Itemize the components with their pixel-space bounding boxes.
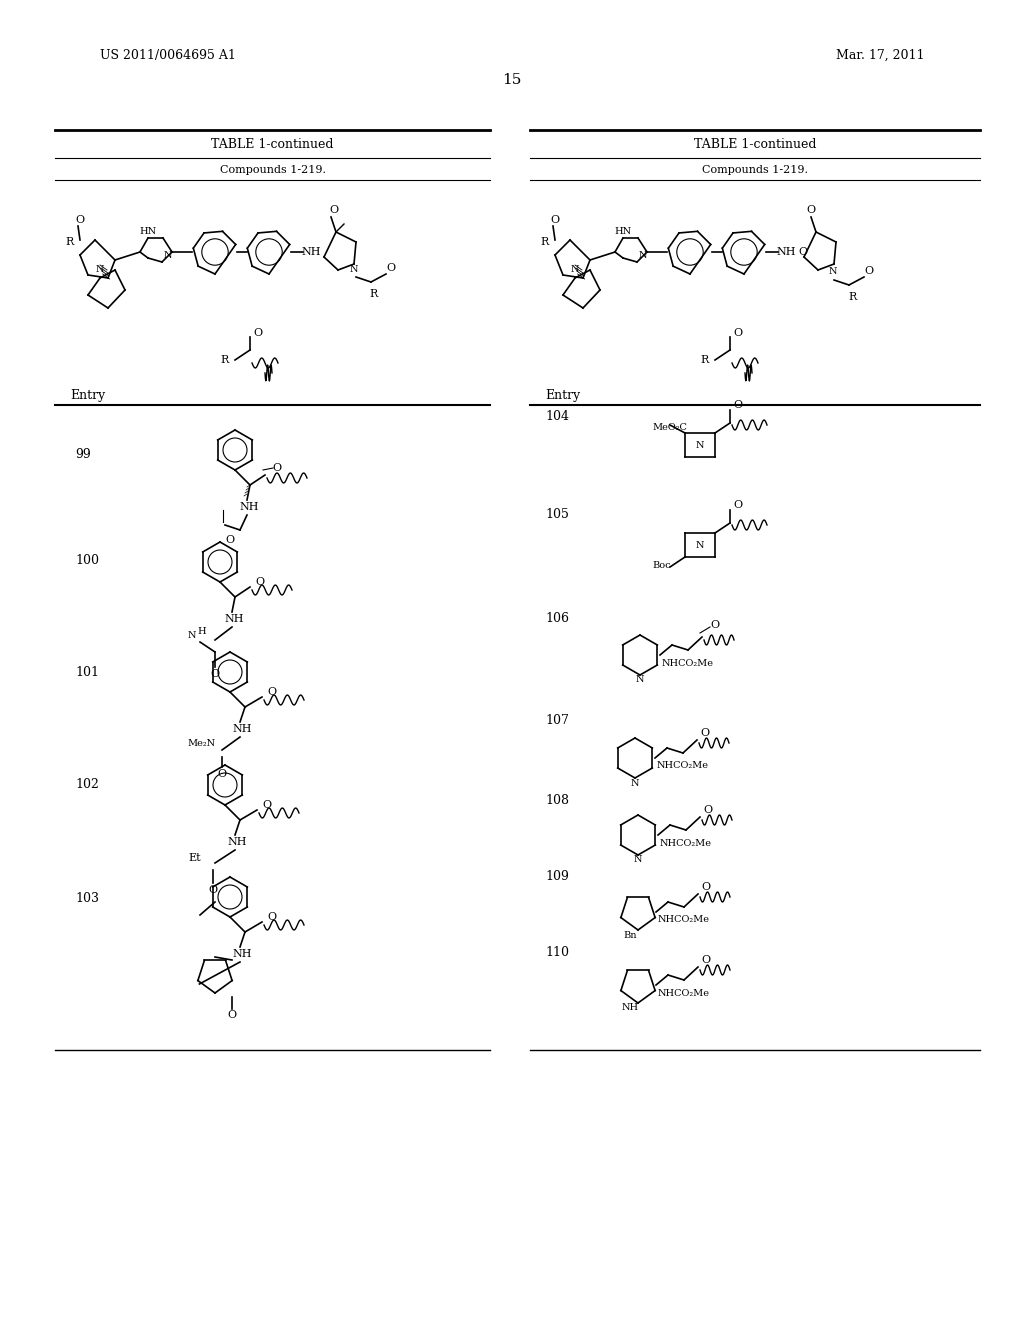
- Text: N: N: [695, 441, 705, 450]
- Text: Entry: Entry: [545, 388, 581, 401]
- Text: O: O: [255, 577, 264, 587]
- Text: O: O: [701, 954, 711, 965]
- Text: O: O: [217, 770, 226, 779]
- Text: 106: 106: [545, 611, 569, 624]
- Text: N: N: [187, 631, 197, 640]
- Text: 105: 105: [545, 508, 569, 521]
- Text: US 2011/0064695 A1: US 2011/0064695 A1: [100, 49, 236, 62]
- Text: O: O: [76, 215, 85, 224]
- Text: O: O: [807, 205, 815, 215]
- Text: Compounds 1-219.: Compounds 1-219.: [219, 165, 326, 176]
- Text: NH: NH: [224, 614, 244, 624]
- Text: O: O: [225, 535, 234, 545]
- Text: NHCO₂Me: NHCO₂Me: [660, 838, 712, 847]
- Text: O: O: [267, 686, 276, 697]
- Text: O: O: [733, 500, 742, 510]
- Text: NH: NH: [622, 1003, 639, 1012]
- Text: NH: NH: [232, 723, 252, 734]
- Text: O: O: [227, 1010, 237, 1020]
- Text: NH: NH: [240, 502, 259, 512]
- Text: O: O: [262, 800, 271, 810]
- Text: Entry: Entry: [70, 388, 105, 401]
- Text: O: O: [330, 205, 339, 215]
- Text: O: O: [701, 882, 711, 892]
- Text: 108: 108: [545, 793, 569, 807]
- Text: N: N: [634, 855, 642, 865]
- Text: NH: NH: [232, 949, 252, 960]
- Text: O: O: [864, 267, 873, 276]
- Text: 100: 100: [75, 553, 99, 566]
- Text: 109: 109: [545, 870, 569, 883]
- Text: Compounds 1-219.: Compounds 1-219.: [702, 165, 808, 176]
- Text: H: H: [198, 627, 206, 636]
- Text: 107: 107: [545, 714, 569, 726]
- Text: Boc: Boc: [652, 561, 672, 569]
- Text: R: R: [700, 355, 710, 366]
- Text: NH: NH: [227, 837, 247, 847]
- Text: O: O: [799, 247, 808, 257]
- Text: O: O: [551, 215, 559, 224]
- Text: 102: 102: [75, 779, 99, 792]
- Text: TABLE 1-continued: TABLE 1-continued: [211, 139, 334, 152]
- Text: Me₂N: Me₂N: [188, 739, 216, 748]
- Text: R: R: [849, 292, 857, 302]
- Text: O: O: [711, 620, 720, 630]
- Text: 99: 99: [75, 449, 91, 462]
- Text: TABLE 1-continued: TABLE 1-continued: [693, 139, 816, 152]
- Text: O: O: [267, 912, 276, 921]
- Text: R: R: [370, 289, 378, 300]
- Text: O: O: [386, 263, 395, 273]
- Text: N: N: [631, 779, 639, 788]
- Text: 101: 101: [75, 665, 99, 678]
- Text: 110: 110: [545, 945, 569, 958]
- Text: N: N: [570, 265, 580, 275]
- Text: NHCO₂Me: NHCO₂Me: [658, 989, 710, 998]
- Text: O: O: [272, 463, 282, 473]
- Text: NH: NH: [776, 247, 796, 257]
- Text: O: O: [700, 729, 710, 738]
- Text: NHCO₂Me: NHCO₂Me: [657, 762, 709, 771]
- Text: 15: 15: [503, 73, 521, 87]
- Text: Bn: Bn: [624, 931, 637, 940]
- Text: 104: 104: [545, 411, 569, 424]
- Text: O: O: [209, 884, 217, 895]
- Text: N: N: [636, 676, 644, 685]
- Text: R: R: [221, 355, 229, 366]
- Text: N: N: [96, 265, 104, 275]
- Text: NHCO₂Me: NHCO₂Me: [662, 659, 714, 668]
- Text: O: O: [733, 400, 742, 411]
- Text: Mar. 17, 2011: Mar. 17, 2011: [836, 49, 924, 62]
- Text: NHCO₂Me: NHCO₂Me: [658, 916, 710, 924]
- Text: 103: 103: [75, 891, 99, 904]
- Text: Et: Et: [188, 853, 202, 863]
- Text: N: N: [695, 540, 705, 549]
- Text: R: R: [541, 238, 549, 247]
- Text: O: O: [253, 327, 262, 338]
- Text: O: O: [733, 327, 742, 338]
- Text: NH: NH: [301, 247, 321, 257]
- Text: N: N: [828, 268, 838, 276]
- Text: N: N: [350, 265, 358, 275]
- Text: N: N: [639, 252, 647, 260]
- Text: R: R: [66, 238, 74, 247]
- Text: HN: HN: [139, 227, 157, 236]
- Text: O: O: [703, 805, 713, 814]
- Text: N: N: [164, 252, 172, 260]
- Text: HN: HN: [614, 227, 632, 236]
- Text: MeO₂C: MeO₂C: [652, 422, 687, 432]
- Text: O: O: [211, 669, 219, 678]
